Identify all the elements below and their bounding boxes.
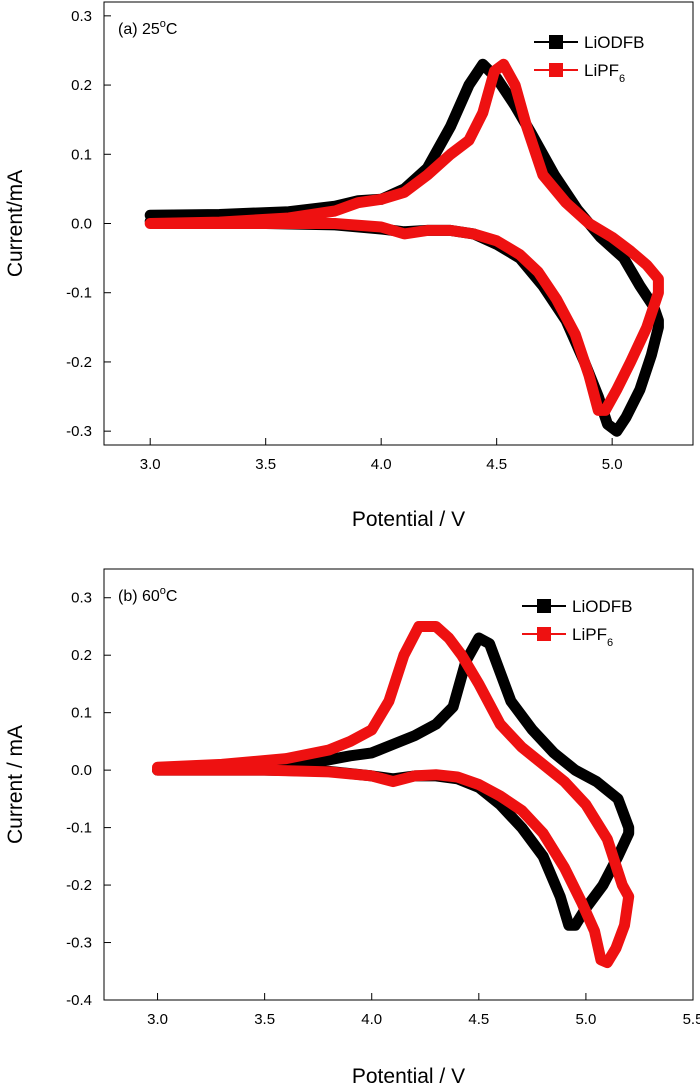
legend-label-main: LiPF <box>584 61 619 80</box>
y-tick-label: -0.3 <box>66 423 92 440</box>
legend-label-lipf6: LiPF6 <box>584 61 625 85</box>
x-tick-label: 4.5 <box>468 1011 489 1028</box>
x-tick-label: 5.5 <box>683 1011 700 1028</box>
legend-label-liodfb: LiODFB <box>584 33 644 52</box>
panel-annotation: (a) 25oC <box>118 18 177 38</box>
annotation-degree: o <box>160 18 166 30</box>
chart-a: 3.0 3.5 4.0 4.5 5.0 -0.3 -0.2 -0.1 0.0 0.1 0.2 0.3 P… <box>4 1 694 531</box>
y-tick-label: 0.0 <box>71 216 92 233</box>
annotation-main: (b) 60 <box>118 588 160 605</box>
legend-label-main: LiPF <box>572 625 607 644</box>
annotation-unit: C <box>166 588 178 605</box>
legend-label-main: LiODFB <box>584 33 644 52</box>
y-tick-label: -0.1 <box>66 820 92 837</box>
y-tick-label: 0.2 <box>71 77 92 94</box>
x-tick-label: 4.0 <box>371 456 392 473</box>
annotation-main: (a) 25 <box>118 21 160 38</box>
x-tick-label: 4.0 <box>361 1011 382 1028</box>
series-line-liodfb <box>144 58 664 437</box>
x-tick-label: 3.0 <box>140 456 161 473</box>
y-tick-label: -0.4 <box>66 992 92 1009</box>
y-tick-label: 0.3 <box>71 590 92 607</box>
y-tick-label: -0.3 <box>66 935 92 952</box>
y-tick-label: -0.1 <box>66 285 92 302</box>
x-tick-label: 3.0 <box>147 1011 168 1028</box>
y-tick-label: -0.2 <box>66 877 92 894</box>
x-tick-label: 3.5 <box>254 1011 275 1028</box>
y-tick-label: 0.1 <box>71 146 92 163</box>
annotation-unit: C <box>166 21 178 38</box>
legend-label-subscript: 6 <box>607 637 613 649</box>
legend-marker-liodfb <box>537 599 551 613</box>
legend-marker-liodfb <box>549 35 563 49</box>
y-axis-label: Current / mA <box>4 725 27 844</box>
legend-label-subscript: 6 <box>619 73 625 85</box>
legend-label-main: LiODFB <box>572 597 632 616</box>
x-axis-label: Potential / V <box>352 508 465 531</box>
legend-label-lipf6: LiPF6 <box>572 625 613 649</box>
y-tick-label: 0.0 <box>71 762 92 779</box>
annotation-degree: o <box>160 585 166 597</box>
x-tick-label: 3.5 <box>255 456 276 473</box>
legend-marker-lipf6 <box>549 63 563 77</box>
x-tick-label: 5.0 <box>575 1011 596 1028</box>
x-tick-label: 4.5 <box>486 456 507 473</box>
legend-label-liodfb: LiODFB <box>572 597 632 616</box>
plot-frame <box>103 568 694 1001</box>
chart-b: 3.0 3.5 4.0 4.5 5.0 5.5 -0.4 -0.3 -0.2 -0.1 0.0 0.1… <box>4 568 700 1088</box>
series-line-lipf6 <box>144 58 664 416</box>
y-tick-label: 0.2 <box>71 647 92 664</box>
y-tick-label: 0.1 <box>71 705 92 722</box>
legend-marker-lipf6 <box>537 627 551 641</box>
panel-annotation: (b) 60oC <box>118 585 177 605</box>
series-line-lipf6 <box>152 621 635 969</box>
y-tick-label: -0.2 <box>66 354 92 371</box>
x-tick-label: 5.0 <box>602 456 623 473</box>
x-axis-label: Potential / V <box>352 1065 465 1088</box>
y-axis-label: Current/mA <box>4 170 27 277</box>
y-tick-label: 0.3 <box>71 8 92 25</box>
